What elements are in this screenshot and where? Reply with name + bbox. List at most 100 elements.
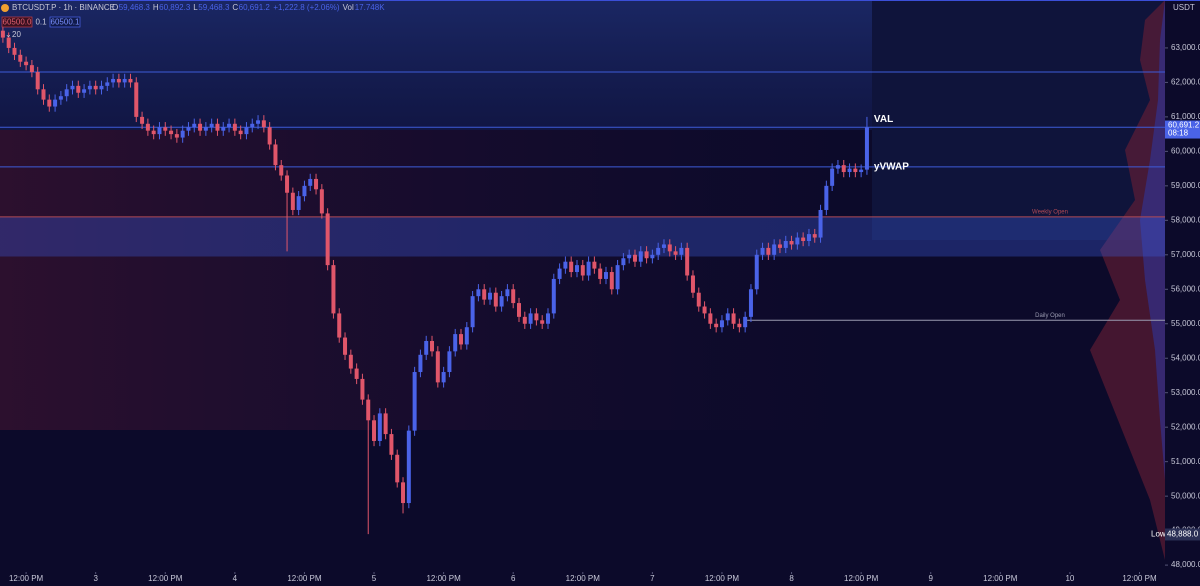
candle-body	[331, 265, 336, 314]
candle-body	[308, 178, 313, 186]
candle-body	[267, 127, 272, 145]
y-tick-label: 57,000.0	[1171, 250, 1200, 259]
candle-body	[261, 120, 266, 128]
y-tick-label: 51,000.0	[1171, 457, 1200, 466]
candle-body	[296, 196, 301, 210]
candle-body	[673, 251, 678, 255]
candle-body	[47, 99, 52, 107]
candle-body	[325, 213, 330, 266]
y-tick-label: 56,000.0	[1171, 284, 1200, 293]
candle-body	[285, 175, 290, 193]
candle-body	[644, 251, 649, 259]
candle-body	[534, 313, 539, 321]
button[interactable]	[49, 16, 81, 28]
candle-body	[279, 165, 284, 176]
candle-body	[64, 89, 69, 97]
low-tag-label: 48,888.0	[1167, 530, 1199, 539]
candle-body	[864, 127, 869, 170]
candle-body	[441, 372, 446, 383]
candle-body	[777, 244, 782, 248]
candle-body	[18, 54, 23, 62]
candle-body	[482, 289, 487, 300]
candle-body	[0, 30, 5, 38]
level-label: Daily Open	[1035, 313, 1065, 319]
candle-body	[806, 234, 811, 242]
candle-body	[435, 351, 440, 383]
candle-body	[401, 482, 406, 504]
candle-body	[847, 168, 852, 173]
candle-body	[725, 313, 730, 321]
candle-body	[748, 289, 753, 317]
candle-body	[493, 292, 498, 307]
candle-body	[145, 123, 150, 131]
candle-body	[853, 168, 858, 173]
candle-body	[632, 254, 637, 262]
candle-body	[198, 123, 203, 131]
candle-body	[818, 209, 823, 238]
y-tick-label: 54,000.0	[1171, 353, 1200, 362]
x-tick-label: 8	[789, 574, 794, 583]
candle-body	[238, 130, 243, 135]
candle-body	[708, 313, 713, 324]
candle-body	[766, 247, 771, 255]
candle-body	[621, 258, 626, 266]
candle-body	[488, 292, 493, 300]
candle-body	[476, 289, 481, 297]
candle-body	[383, 413, 388, 435]
candle-body	[256, 120, 261, 124]
candle-body	[174, 134, 179, 138]
candle-body	[731, 313, 736, 324]
candle-body	[343, 337, 348, 355]
readout-key: O	[112, 3, 118, 12]
candle-body	[690, 275, 695, 293]
candle-body	[638, 251, 643, 262]
readout-value: 59,468.3	[198, 3, 230, 12]
candle-body	[35, 72, 40, 90]
y-tick-label: 59,000.0	[1171, 181, 1200, 190]
readout: O 59,468.3 H 60,892.3 L 59,468.3 C 60,691.2 +1,2…	[112, 3, 385, 12]
value-area-band	[0, 216, 1165, 257]
x-tick-label: 10	[1065, 574, 1074, 583]
candle-body	[835, 165, 840, 169]
readout-key: C	[232, 3, 238, 12]
candle-body	[6, 37, 11, 48]
shade	[0, 130, 870, 430]
shade	[872, 0, 1165, 240]
low-tag	[1165, 528, 1200, 541]
button-label[interactable]: 60500.0	[3, 18, 32, 27]
candle-body	[685, 247, 690, 276]
candle-body	[41, 89, 46, 100]
candle-body	[99, 85, 104, 90]
y-tick-label: 60,000.0	[1171, 146, 1200, 155]
candle-body	[841, 165, 846, 173]
candle-body	[412, 372, 417, 431]
candle-body	[430, 340, 435, 352]
button[interactable]	[1, 16, 33, 28]
x-tick-label: 12:00 PM	[287, 574, 322, 583]
candle-body	[528, 313, 533, 324]
candle-body	[372, 420, 377, 441]
candle-body	[609, 272, 614, 290]
y-tick-label: 48,000.0	[1171, 560, 1200, 569]
plot: VAL yVWAP Weekly Open Daily Open	[0, 25, 1165, 535]
volume-key: Vol	[343, 3, 354, 12]
y-tick-label: 62,000.0	[1171, 78, 1200, 87]
button-label[interactable]: 60500.1	[51, 18, 80, 27]
x-tick-label: 4	[233, 574, 238, 583]
candle-body	[545, 313, 550, 324]
price-tag-label: 60,691.2	[1168, 121, 1200, 130]
candle-body	[151, 130, 156, 135]
candle-body	[505, 289, 510, 297]
readout-value: +1,222.8 (+2.06%)	[273, 3, 340, 12]
low-tag-title: Low	[1151, 530, 1166, 539]
candle-body	[772, 244, 777, 255]
candle-body	[783, 241, 788, 248]
candle-body	[522, 316, 527, 324]
candle-body	[754, 254, 759, 290]
y-tick-label: 63,000.0	[1171, 43, 1200, 52]
level-label: yVWAP	[874, 162, 909, 173]
shade	[0, 0, 872, 130]
candle-body	[232, 123, 237, 131]
candle-body	[743, 316, 748, 328]
